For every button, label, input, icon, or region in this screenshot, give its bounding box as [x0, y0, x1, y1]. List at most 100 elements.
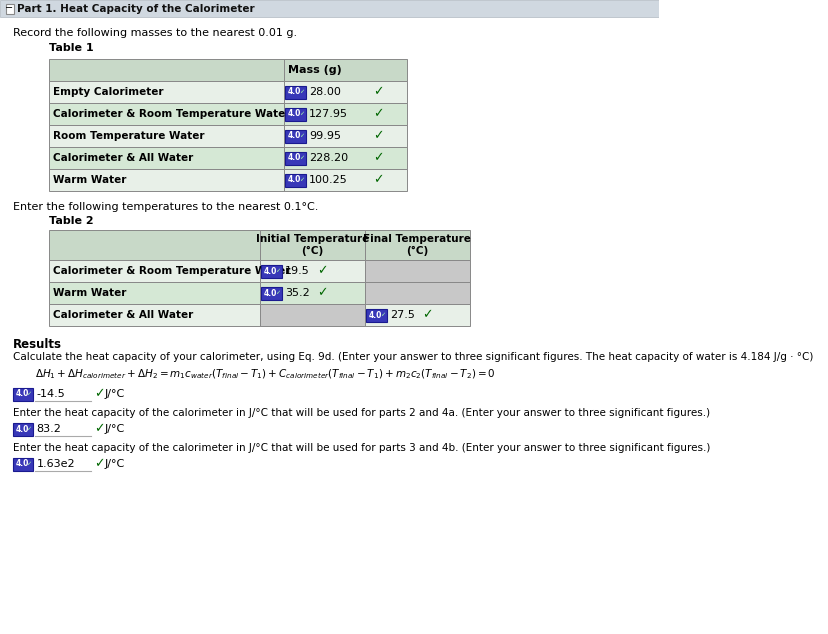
Text: ✓: ✓ — [421, 309, 432, 321]
Text: Warm Water: Warm Water — [53, 288, 127, 298]
Bar — [285, 174, 306, 186]
Text: ✓: ✓ — [94, 458, 104, 470]
Text: 1.63e2: 1.63e2 — [36, 459, 75, 469]
Text: 4.0: 4.0 — [368, 311, 382, 320]
Text: 4.0: 4.0 — [15, 425, 29, 434]
Text: ✓: ✓ — [299, 155, 304, 160]
Bar — [49, 103, 283, 125]
Text: 83.2: 83.2 — [36, 424, 61, 434]
Text: ✓: ✓ — [373, 86, 383, 98]
Text: 4.0: 4.0 — [15, 389, 29, 399]
Text: Enter the heat capacity of the calorimeter in J/°C that will be used for parts 2: Enter the heat capacity of the calorimet… — [12, 408, 709, 418]
Text: ✓: ✓ — [26, 392, 31, 396]
Bar — [283, 147, 407, 169]
Text: ✓: ✓ — [299, 89, 304, 94]
Bar — [261, 264, 282, 278]
Text: ✓: ✓ — [26, 462, 31, 467]
Bar — [49, 260, 259, 282]
Text: ✓: ✓ — [275, 269, 280, 273]
Text: 99.95: 99.95 — [309, 131, 340, 141]
Text: Empty Calorimeter: Empty Calorimeter — [53, 87, 164, 97]
Bar — [49, 282, 259, 304]
Text: Record the following masses to the nearest 0.01 g.: Record the following masses to the neare… — [12, 28, 296, 38]
Bar — [364, 230, 469, 260]
Text: 4.0: 4.0 — [287, 153, 301, 162]
Text: Final Temperature
(°C): Final Temperature (°C) — [363, 234, 470, 256]
Bar — [49, 147, 283, 169]
Text: −: − — [6, 4, 13, 13]
Bar — [49, 230, 259, 260]
Bar — [283, 103, 407, 125]
Text: ✓: ✓ — [94, 387, 104, 401]
Bar — [259, 260, 364, 282]
Bar — [285, 152, 306, 164]
Text: Mass (g): Mass (g) — [288, 65, 342, 75]
Text: Table 2: Table 2 — [49, 216, 94, 226]
Text: Table 1: Table 1 — [49, 43, 94, 53]
Bar — [49, 169, 283, 191]
Bar — [49, 125, 283, 147]
Text: 19.5: 19.5 — [285, 266, 310, 276]
Text: Warm Water: Warm Water — [53, 175, 127, 185]
Text: ✓: ✓ — [299, 134, 304, 138]
Text: ✓: ✓ — [316, 264, 327, 278]
Text: 27.5: 27.5 — [390, 310, 415, 320]
Bar — [283, 125, 407, 147]
Bar — [12, 422, 33, 436]
Bar — [366, 309, 387, 321]
Text: ✓: ✓ — [94, 422, 104, 436]
Bar — [12, 387, 33, 401]
Text: 4.0: 4.0 — [287, 110, 301, 119]
Bar — [49, 81, 283, 103]
Bar — [285, 86, 306, 98]
Text: 35.2: 35.2 — [285, 288, 310, 298]
Text: ✓: ✓ — [299, 178, 304, 183]
Bar — [0, 0, 658, 17]
Text: J/°C: J/°C — [105, 424, 125, 434]
Text: Calorimeter & Room Temperature Water: Calorimeter & Room Temperature Water — [53, 266, 291, 276]
Text: 4.0: 4.0 — [263, 266, 277, 276]
Bar — [12, 458, 33, 470]
Text: Room Temperature Water: Room Temperature Water — [53, 131, 205, 141]
Text: ✓: ✓ — [299, 112, 304, 117]
Bar — [283, 59, 407, 81]
Text: J/°C: J/°C — [105, 389, 125, 399]
Text: Initial Temperature
(°C): Initial Temperature (°C) — [255, 234, 368, 256]
Bar — [364, 282, 469, 304]
Bar — [261, 287, 282, 299]
Text: -14.5: -14.5 — [36, 389, 65, 399]
Bar — [49, 304, 259, 326]
Text: Enter the following temperatures to the nearest 0.1°C.: Enter the following temperatures to the … — [12, 202, 318, 212]
Bar — [259, 282, 364, 304]
Text: Part 1. Heat Capacity of the Calorimeter: Part 1. Heat Capacity of the Calorimeter — [17, 4, 255, 13]
Text: 228.20: 228.20 — [309, 153, 348, 163]
Text: ✓: ✓ — [380, 313, 385, 318]
Text: ✓: ✓ — [316, 287, 327, 299]
Text: 4.0: 4.0 — [263, 288, 277, 297]
Text: 4.0: 4.0 — [287, 131, 301, 141]
Bar — [285, 108, 306, 120]
Text: Calorimeter & Room Temperature Water: Calorimeter & Room Temperature Water — [53, 109, 291, 119]
Text: ✓: ✓ — [373, 129, 383, 143]
Text: ✓: ✓ — [373, 152, 383, 164]
Text: ✓: ✓ — [275, 290, 280, 295]
Text: 4.0: 4.0 — [287, 176, 301, 184]
Text: 100.25: 100.25 — [309, 175, 348, 185]
Text: J/°C: J/°C — [105, 459, 125, 469]
Text: ✓: ✓ — [373, 174, 383, 186]
Text: ✓: ✓ — [26, 427, 31, 432]
Bar — [283, 81, 407, 103]
Text: Calorimeter & All Water: Calorimeter & All Water — [53, 310, 193, 320]
Text: 4.0: 4.0 — [287, 87, 301, 96]
Text: Results: Results — [12, 337, 61, 351]
Bar — [285, 129, 306, 143]
Text: Calorimeter & All Water: Calorimeter & All Water — [53, 153, 193, 163]
Bar — [6, 4, 13, 13]
Text: 28.00: 28.00 — [309, 87, 340, 97]
Text: $\Delta H_1 + \Delta H_{calorimeter} + \Delta H_2 = m_1c_{water}(T_{final} - T_1: $\Delta H_1 + \Delta H_{calorimeter} + \… — [35, 367, 495, 381]
Text: 4.0: 4.0 — [15, 460, 29, 469]
Text: Calculate the heat capacity of your calorimeter, using Eq. 9d. (Enter your answe: Calculate the heat capacity of your calo… — [12, 352, 812, 362]
Bar — [49, 59, 283, 81]
Bar — [364, 260, 469, 282]
Bar — [364, 304, 469, 326]
